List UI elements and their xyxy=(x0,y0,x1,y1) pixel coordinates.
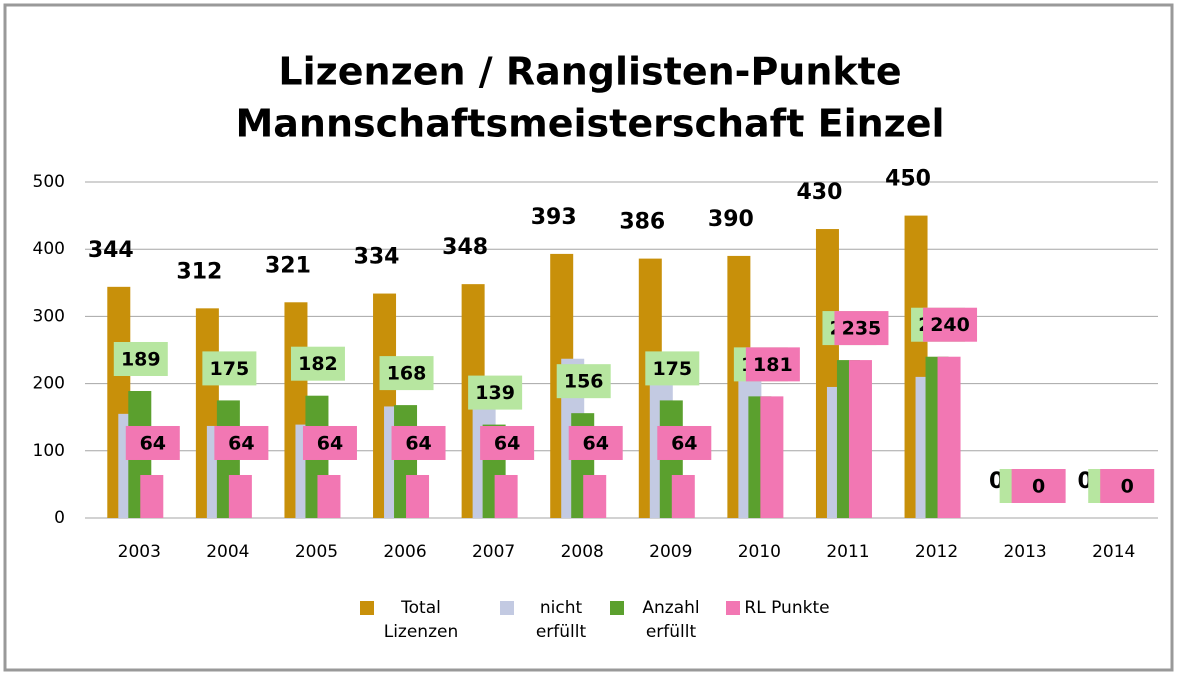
bar xyxy=(848,360,872,518)
bar xyxy=(760,396,784,518)
bar xyxy=(317,474,341,518)
data-label: 235 xyxy=(842,318,882,340)
bar xyxy=(671,474,695,518)
data-label-box xyxy=(202,351,257,386)
legend-label: RL Punkte xyxy=(744,598,830,618)
data-label-box xyxy=(657,425,712,460)
x-tick-label: 2005 xyxy=(295,542,338,562)
legend-item: Anzahl erfüllt xyxy=(610,596,716,644)
data-label: 334 xyxy=(354,245,400,270)
data-label: 175 xyxy=(652,358,692,380)
data-label: 344 xyxy=(88,238,134,263)
bar xyxy=(406,474,430,518)
chart-title: Lizenzen / Ranglisten-Punkte xyxy=(278,50,901,94)
chart-title: Mannschaftsmeisterschaft Einzel xyxy=(235,102,944,146)
data-label: 64 xyxy=(671,432,697,454)
x-tick-label: 2004 xyxy=(206,542,249,562)
x-tick-label: 2010 xyxy=(738,542,781,562)
data-label-box xyxy=(214,425,269,460)
x-tick-label: 2014 xyxy=(1092,542,1135,562)
y-tick-label: 300 xyxy=(33,306,65,326)
x-tick-label: 2013 xyxy=(1003,542,1046,562)
data-label: 450 xyxy=(885,167,931,192)
legend-label: nicht erfüllt xyxy=(535,598,587,642)
data-label-box xyxy=(923,307,978,342)
data-label: 156 xyxy=(564,371,604,393)
data-label-box xyxy=(834,311,889,346)
data-label: 386 xyxy=(619,210,665,235)
legend-swatch xyxy=(726,601,740,615)
legend-item: RL Punkte xyxy=(726,596,832,620)
data-label-box xyxy=(568,425,623,460)
bar xyxy=(583,474,607,518)
data-label: 393 xyxy=(531,205,577,230)
x-tick-label: 2012 xyxy=(915,542,958,562)
legend-swatch xyxy=(360,601,374,615)
data-label: 348 xyxy=(442,235,488,260)
y-tick-label: 0 xyxy=(54,508,65,528)
data-label: 64 xyxy=(317,432,343,454)
data-label: 182 xyxy=(298,353,338,375)
legend-swatch xyxy=(610,601,624,615)
data-label-box xyxy=(290,346,345,381)
data-label: 0 xyxy=(1032,476,1045,498)
x-tick-label: 2003 xyxy=(118,542,161,562)
legend-swatch xyxy=(500,601,514,615)
data-label-box xyxy=(1100,469,1155,503)
x-tick-label: 2006 xyxy=(383,542,426,562)
data-label: 181 xyxy=(753,354,793,376)
data-label-box xyxy=(645,351,700,386)
data-label: 189 xyxy=(121,348,161,370)
data-label: 175 xyxy=(210,358,250,380)
data-label: 64 xyxy=(405,432,431,454)
legend-label: Anzahl erfüllt xyxy=(642,598,700,642)
bar xyxy=(494,474,518,518)
data-label-box xyxy=(556,364,611,399)
data-label: 168 xyxy=(387,363,427,385)
data-label-box xyxy=(302,425,357,460)
bar xyxy=(140,474,164,518)
data-label-box xyxy=(1011,469,1066,503)
data-label: 430 xyxy=(796,180,842,205)
bar xyxy=(937,356,961,518)
data-label: 0 xyxy=(1121,476,1134,498)
x-tick-label: 2011 xyxy=(826,542,869,562)
data-label: 312 xyxy=(176,259,222,284)
legend-label: Total Lizenzen xyxy=(383,598,459,642)
data-label: 64 xyxy=(582,432,608,454)
data-label-box xyxy=(113,341,168,376)
y-tick-label: 400 xyxy=(33,239,65,259)
x-tick-label: 2007 xyxy=(472,542,515,562)
data-label-box xyxy=(745,347,800,382)
data-label: 321 xyxy=(265,253,311,278)
data-label-box xyxy=(125,425,180,460)
bar xyxy=(228,474,252,518)
data-label: 139 xyxy=(475,382,515,404)
data-label: 240 xyxy=(930,314,970,336)
data-label: 64 xyxy=(228,432,254,454)
data-label: 64 xyxy=(140,432,166,454)
y-tick-label: 500 xyxy=(33,172,65,192)
data-label-box xyxy=(391,425,446,460)
data-label: 390 xyxy=(708,207,754,232)
y-tick-label: 100 xyxy=(33,441,65,461)
x-tick-label: 2008 xyxy=(561,542,604,562)
legend-item: Total Lizenzen xyxy=(360,596,466,644)
y-tick-label: 200 xyxy=(33,374,65,394)
x-tick-label: 2009 xyxy=(649,542,692,562)
data-label-box xyxy=(480,425,535,460)
data-label-box xyxy=(468,375,523,410)
data-label: 64 xyxy=(494,432,520,454)
legend-item: nicht erfüllt xyxy=(500,596,606,644)
data-label-box xyxy=(379,356,434,391)
